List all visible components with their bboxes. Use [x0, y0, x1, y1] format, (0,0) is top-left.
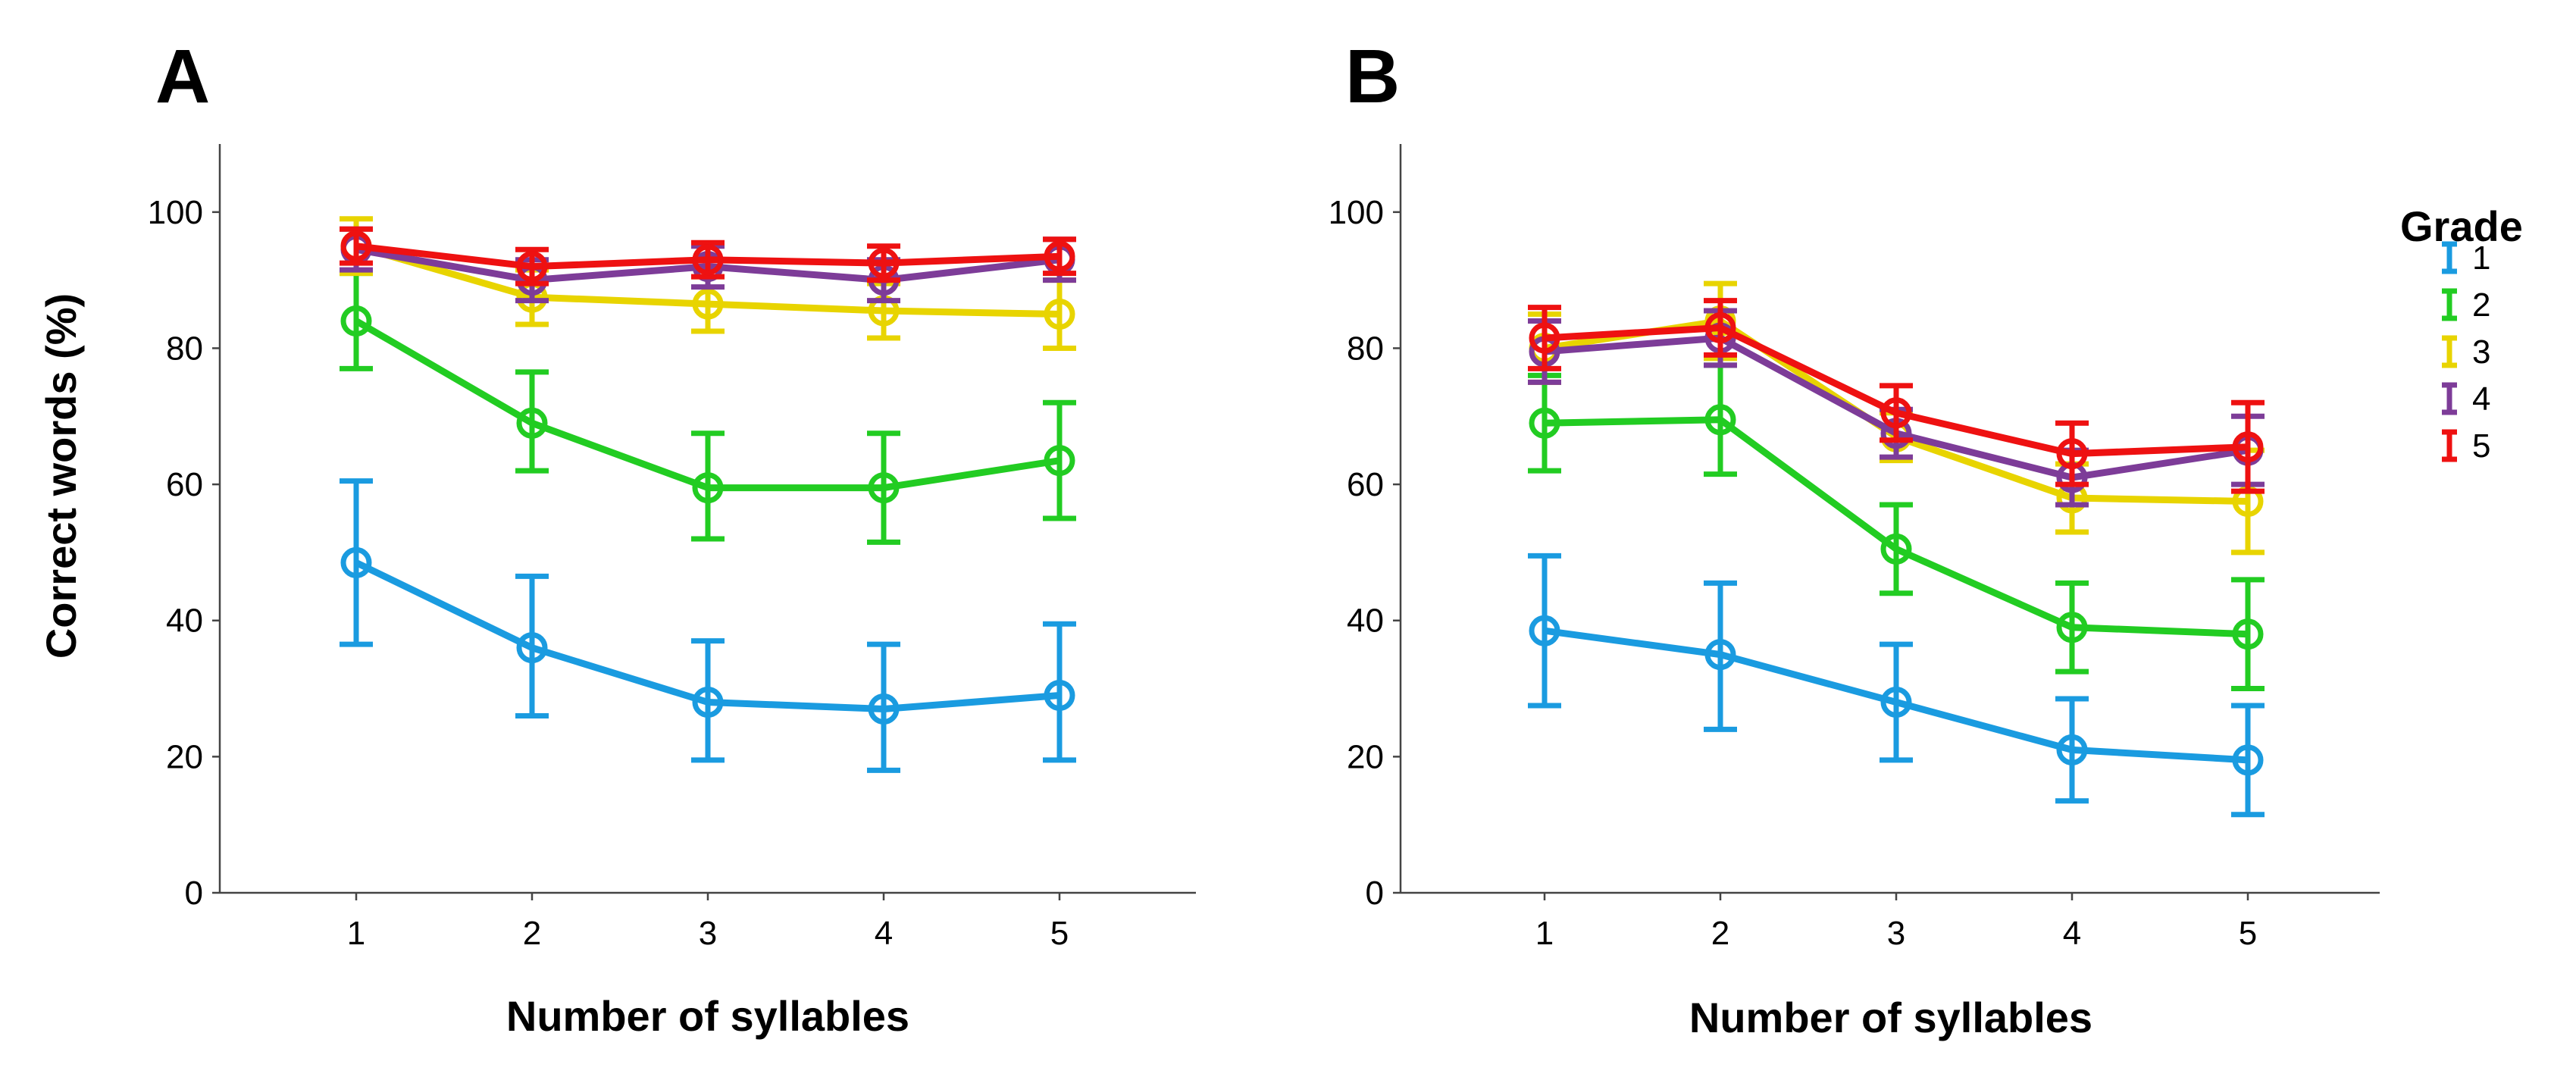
panel-a-y-tick-label: 100: [148, 194, 203, 231]
panel-b-series-2-point: [1529, 407, 1560, 439]
legend-label: 4: [2472, 380, 2490, 418]
panel-a-series-3-point: [692, 288, 724, 320]
panel-a-series-1-point: [692, 687, 724, 718]
panel-b-x-tick-label: 2: [1711, 915, 1729, 952]
panel-b-series-5-point: [2232, 431, 2264, 463]
panel-b-y-tick-label: 100: [1329, 194, 1384, 231]
panel-a-series-2-point: [1044, 445, 1075, 477]
panel-a-series-1-point: [1044, 680, 1075, 712]
panel-a-x-tick-label: 5: [1050, 915, 1069, 952]
panel-b-series-5-point: [1529, 322, 1560, 354]
panel-a-series-2-point: [692, 472, 724, 504]
panel-a-series-5-point: [340, 230, 372, 262]
legend-item-3: 3: [2442, 333, 2490, 371]
panel-a-series-5-point: [1044, 240, 1075, 272]
legend-label: 2: [2472, 286, 2490, 324]
legend-label: 1: [2472, 239, 2490, 277]
panel-a-series-5: [340, 226, 1076, 286]
panel-a-y-tick-label: 60: [166, 466, 203, 503]
panel-a-y-tick-label: 20: [166, 738, 203, 775]
panel-a-series-1-point: [868, 693, 900, 725]
panel-b-x-tick-label: 1: [1535, 915, 1554, 952]
panel-b-series-2-point: [1704, 404, 1736, 436]
panel-a-plot: 0 20 40 60 80 100 1 2 3 4 5: [148, 144, 1196, 952]
panel-b-series-5-point: [1704, 312, 1736, 344]
panel-a-series-2-point: [340, 305, 372, 337]
legend-label: 3: [2472, 333, 2490, 371]
panel-a-series-3-point: [1044, 299, 1075, 330]
panel-b: B Number of syllables 0 20 40 60 80 100 1 2 3 4 5: [1329, 34, 2380, 1041]
panel-b-series-1-point: [2232, 744, 2264, 776]
legend-title: Grade: [2400, 202, 2523, 250]
panel-a-x-tick-label: 1: [347, 915, 365, 952]
legend: Grade 1 2 3 4 5: [2400, 202, 2523, 465]
panel-a-series-5-point: [692, 244, 724, 276]
panel-b-series-5: [1528, 298, 2265, 494]
legend-item-5: 5: [2442, 427, 2490, 465]
panel-b-series-2: [1528, 362, 2265, 692]
panel-a-x-tick-label: 3: [699, 915, 717, 952]
panel-b-series-1-point: [1880, 687, 1912, 718]
panel-a-letter: A: [155, 34, 210, 119]
panel-a: A Correct words (%) Number of syllables …: [37, 34, 1196, 1040]
panel-a-series-1: [340, 478, 1076, 773]
panel-b-x-axis-title: Number of syllables: [1689, 994, 2092, 1041]
panel-a-series-5-point: [516, 251, 548, 283]
panel-b-x-tick-label: 4: [2063, 915, 2081, 952]
panel-b-letter: B: [1345, 34, 1400, 119]
panel-b-series-1-point: [2056, 734, 2088, 765]
panel-a-x-axis-title: Number of syllables: [506, 992, 909, 1040]
legend-label: 5: [2472, 427, 2490, 465]
panel-b-y-tick-label: 20: [1347, 738, 1384, 775]
panel-a-x-tick-label: 2: [523, 915, 541, 952]
panel-a-x-tick-label: 4: [875, 915, 893, 952]
panel-b-series-1: [1528, 553, 2265, 818]
panel-a-y-tick-label: 80: [166, 330, 203, 367]
panel-a-series-5-point: [868, 247, 900, 279]
panel-a-y-tick-label: 40: [166, 603, 203, 640]
legend-item-1: 1: [2442, 239, 2490, 277]
panel-a-series-1-point: [516, 632, 548, 664]
panel-a-series-2-point: [868, 472, 900, 504]
panel-b-plot: 0 20 40 60 80 100 1 2 3 4 5: [1329, 144, 2380, 952]
legend-item-4: 4: [2442, 380, 2490, 418]
panel-a-y-axis-title: Correct words (%): [37, 293, 85, 659]
panel-b-x-tick-label: 5: [2239, 915, 2257, 952]
panel-b-series-1-point: [1529, 615, 1560, 646]
panel-b-y-tick-label: 0: [1366, 875, 1384, 912]
panel-b-series-2-point: [2232, 618, 2264, 650]
panel-b-y-tick-label: 40: [1347, 603, 1384, 640]
panel-a-series-1-point: [340, 546, 372, 578]
panel-a-y-tick-label: 0: [185, 875, 203, 912]
panel-b-series-5-point: [2056, 438, 2088, 470]
panel-b-x-tick-label: 3: [1887, 915, 1905, 952]
panel-b-series-2-point: [1880, 533, 1912, 565]
legend-items: 1 2 3 4 5: [2442, 239, 2490, 465]
panel-b-series-5-point: [1880, 397, 1912, 429]
panel-b-series-1-point: [1704, 639, 1736, 671]
panel-b-y-tick-label: 60: [1347, 466, 1384, 503]
panel-a-series-2-point: [516, 407, 548, 439]
panel-b-y-tick-label: 80: [1347, 330, 1384, 367]
panel-b-series-2-point: [2056, 612, 2088, 643]
legend-item-2: 2: [2442, 286, 2490, 324]
